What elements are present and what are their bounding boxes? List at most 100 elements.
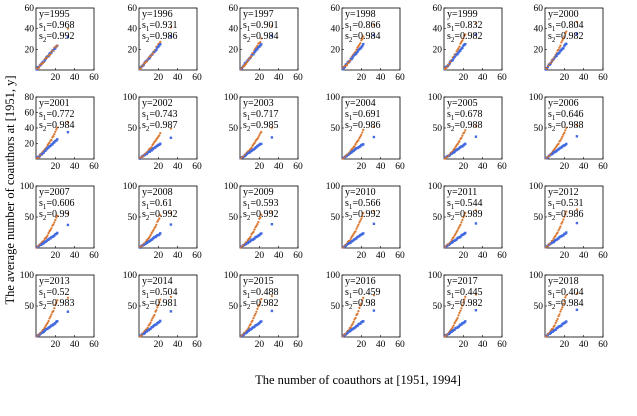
point-s1 bbox=[560, 222, 563, 225]
point-s1 bbox=[362, 212, 365, 215]
point-s1 bbox=[564, 296, 567, 299]
x-tick-label: 40 bbox=[173, 73, 183, 83]
y-tick-label: 100 bbox=[224, 271, 239, 281]
y-tick-label: 40 bbox=[433, 25, 443, 35]
point-s1 bbox=[169, 211, 172, 214]
x-tick-label: 20 bbox=[459, 251, 469, 261]
point-s1 bbox=[555, 319, 558, 322]
x-tick-label: 20 bbox=[459, 162, 469, 172]
x-tick-label: 20 bbox=[560, 162, 570, 172]
annotation-s1: s1=0.646 bbox=[548, 109, 584, 122]
x-tick-label: 60 bbox=[598, 162, 608, 172]
annotation-s1: s1=0.772 bbox=[39, 109, 75, 122]
annotation-s2: s2=0.982 bbox=[447, 31, 483, 44]
annotation-s1: s1=0.832 bbox=[447, 20, 483, 33]
y-tick-label: 50 bbox=[331, 213, 341, 223]
x-tick-label: 20 bbox=[154, 162, 164, 172]
point-s2 bbox=[270, 309, 274, 313]
point-s1 bbox=[453, 147, 456, 150]
point-s1 bbox=[552, 237, 555, 240]
point-s1 bbox=[562, 218, 565, 221]
point-s1 bbox=[451, 326, 454, 329]
y-tick-label: 50 bbox=[534, 302, 544, 312]
point-s1 bbox=[558, 46, 561, 49]
annotation-s1: s1=0.743 bbox=[142, 109, 178, 122]
point-s1 bbox=[349, 237, 352, 240]
x-tick-label: 60 bbox=[497, 340, 507, 350]
point-s1 bbox=[256, 307, 259, 310]
point-s1 bbox=[259, 40, 262, 44]
point-s1 bbox=[354, 316, 357, 320]
point-s1 bbox=[152, 228, 155, 232]
point-s1 bbox=[459, 309, 462, 312]
x-tick-label: 60 bbox=[395, 73, 405, 83]
annotation-s2: s2=0.984 bbox=[39, 120, 75, 133]
y-tick-label: 100 bbox=[326, 182, 341, 192]
point-s1 bbox=[461, 218, 464, 222]
x-tick-label: 40 bbox=[376, 340, 386, 350]
point-s1 bbox=[474, 209, 477, 212]
annotation-year: y=1995 bbox=[39, 9, 70, 20]
point-s1 bbox=[158, 134, 161, 137]
x-tick-label: 60 bbox=[192, 73, 202, 83]
point-s1 bbox=[48, 317, 51, 320]
point-s1 bbox=[557, 142, 560, 146]
point-s1 bbox=[158, 301, 161, 304]
point-s1 bbox=[456, 316, 459, 320]
y-tick-label: 100 bbox=[529, 93, 544, 103]
annotation-s1: s1=0.504 bbox=[142, 287, 178, 300]
x-tick-label: 60 bbox=[395, 251, 405, 261]
annotation-year: y=2007 bbox=[39, 187, 70, 198]
point-s1 bbox=[464, 129, 467, 132]
y-tick-label: 40 bbox=[534, 25, 544, 35]
y-tick-label: 50 bbox=[128, 213, 138, 223]
point-s1 bbox=[459, 42, 462, 45]
x-tick-label: 60 bbox=[293, 162, 303, 172]
annotation-year: y=2009 bbox=[243, 187, 274, 198]
point-s1 bbox=[464, 295, 467, 298]
annotation-s2: s2=0.985 bbox=[243, 120, 279, 133]
point-s1 bbox=[151, 317, 154, 320]
point-s1 bbox=[358, 221, 361, 224]
point-s1 bbox=[558, 227, 561, 230]
point-s2 bbox=[270, 136, 274, 139]
x-tick-label: 20 bbox=[255, 162, 265, 172]
point-s2 bbox=[474, 135, 478, 138]
point-s1 bbox=[575, 124, 579, 127]
annotation-year: y=2016 bbox=[345, 276, 376, 287]
annotation-s2: s2=0.982 bbox=[243, 298, 279, 311]
point-s1 bbox=[557, 229, 560, 232]
annotation-year: y=2013 bbox=[39, 276, 70, 287]
point-s2 bbox=[464, 42, 467, 46]
point-s1 bbox=[249, 235, 252, 238]
point-s2 bbox=[258, 234, 261, 237]
y-tick-label: 40 bbox=[128, 25, 138, 35]
point-s1 bbox=[359, 219, 362, 222]
point-s2 bbox=[49, 144, 52, 148]
point-s1 bbox=[554, 234, 557, 237]
point-s1 bbox=[452, 236, 455, 239]
point-s1 bbox=[53, 307, 56, 310]
point-s1 bbox=[458, 225, 461, 228]
point-s2 bbox=[149, 327, 152, 330]
point-s1 bbox=[563, 299, 566, 302]
annotation-year: y=2012 bbox=[548, 187, 579, 198]
point-s1 bbox=[258, 134, 261, 137]
point-s2 bbox=[360, 46, 363, 49]
annotation-s1: s1=0.804 bbox=[548, 20, 584, 33]
point-s2 bbox=[247, 329, 250, 333]
x-tick-label: 40 bbox=[70, 340, 80, 350]
x-tick-label: 40 bbox=[579, 251, 589, 261]
point-s2 bbox=[558, 51, 561, 54]
point-s1 bbox=[563, 35, 566, 38]
point-s1 bbox=[150, 319, 153, 322]
point-s1 bbox=[149, 321, 152, 324]
annotation-s1: s1=0.445 bbox=[447, 287, 483, 300]
point-s1 bbox=[157, 219, 160, 222]
